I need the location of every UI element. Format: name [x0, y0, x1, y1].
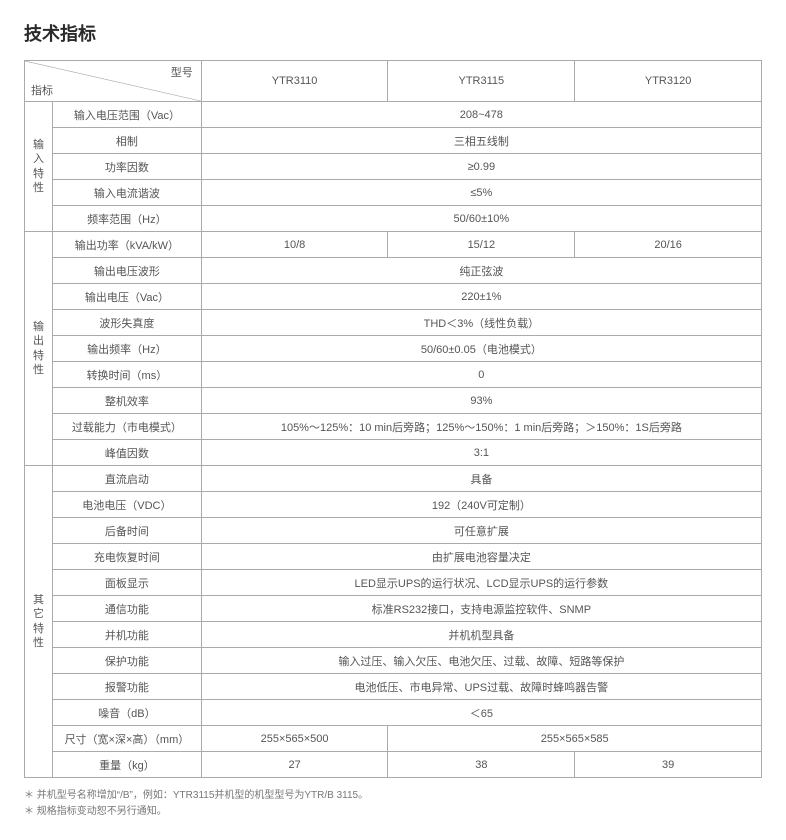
table-value: ≤5%	[201, 180, 761, 206]
footnote-2: ＊ 规格指标变动恕不另行通知。	[24, 804, 762, 820]
table-value: 20/16	[575, 232, 762, 258]
param-label: 后备时间	[53, 518, 202, 544]
table-value: 192（240V可定制）	[201, 492, 761, 518]
table-value: 电池低压、市电异常、UPS过载、故障时蜂鸣器告警	[201, 674, 761, 700]
table-value: 三相五线制	[201, 128, 761, 154]
table-value: 208~478	[201, 102, 761, 128]
param-label: 并机功能	[53, 622, 202, 648]
param-label: 噪音（dB）	[53, 700, 202, 726]
param-label: 充电恢复时间	[53, 544, 202, 570]
table-value: 由扩展电池容量决定	[201, 544, 761, 570]
table-value: 输入过压、输入欠压、电池欠压、过载、故障、短路等保护	[201, 648, 761, 674]
table-value: 39	[575, 752, 762, 778]
param-label: 输入电压范围（Vac）	[53, 102, 202, 128]
param-label: 波形失真度	[53, 310, 202, 336]
table-value: 纯正弦波	[201, 258, 761, 284]
param-label: 直流启动	[53, 466, 202, 492]
table-value: 220±1%	[201, 284, 761, 310]
table-value: 255×565×500	[201, 726, 388, 752]
table-value: 10/8	[201, 232, 388, 258]
header-diag-cell: 型号指标	[25, 61, 202, 102]
group-label-1: 输出特性	[25, 232, 53, 466]
param-label: 电池电压（VDC）	[53, 492, 202, 518]
param-label: 重量（kg）	[53, 752, 202, 778]
param-label: 输出电压波形	[53, 258, 202, 284]
param-label: 过载能力（市电模式）	[53, 414, 202, 440]
footnotes: ＊ 并机型号名称增加“/B”，例如：YTR3115并机型的机型型号为YTR/B …	[24, 788, 762, 820]
param-label: 频率范围（Hz）	[53, 206, 202, 232]
table-value: ≥0.99	[201, 154, 761, 180]
param-label: 输出功率（kVA/kW）	[53, 232, 202, 258]
param-label: 通信功能	[53, 596, 202, 622]
page-title: 技术指标	[24, 20, 762, 46]
table-value: ＜65	[201, 700, 761, 726]
table-value: 具备	[201, 466, 761, 492]
model-col-0: YTR3110	[201, 61, 388, 102]
table-value: 38	[388, 752, 575, 778]
group-label-2: 其它特性	[25, 466, 53, 778]
table-value: 27	[201, 752, 388, 778]
table-value: 3:1	[201, 440, 761, 466]
footnote-1: ＊ 并机型号名称增加“/B”，例如：YTR3115并机型的机型型号为YTR/B …	[24, 788, 762, 804]
param-label: 相制	[53, 128, 202, 154]
model-col-1: YTR3115	[388, 61, 575, 102]
table-value: LED显示UPS的运行状况、LCD显示UPS的运行参数	[201, 570, 761, 596]
table-value: 50/60±10%	[201, 206, 761, 232]
param-label: 转换时间（ms）	[53, 362, 202, 388]
table-value: 标准RS232接口，支持电源监控软件、SNMP	[201, 596, 761, 622]
table-value: 15/12	[388, 232, 575, 258]
header-index-label: 指标	[31, 82, 53, 98]
header-model-label: 型号	[171, 64, 193, 80]
param-label: 保护功能	[53, 648, 202, 674]
table-value: 105%～125%：10 min后旁路；125%～150%：1 min后旁路；＞…	[201, 414, 761, 440]
group-label-0: 输入特性	[25, 102, 53, 232]
table-value: 255×565×585	[388, 726, 762, 752]
spec-table: 型号指标YTR3110YTR3115YTR3120输入特性输入电压范围（Vac）…	[24, 60, 762, 778]
param-label: 输出频率（Hz）	[53, 336, 202, 362]
model-col-2: YTR3120	[575, 61, 762, 102]
param-label: 整机效率	[53, 388, 202, 414]
table-value: THD＜3%（线性负载）	[201, 310, 761, 336]
param-label: 输入电流谐波	[53, 180, 202, 206]
param-label: 功率因数	[53, 154, 202, 180]
param-label: 面板显示	[53, 570, 202, 596]
param-label: 报警功能	[53, 674, 202, 700]
table-value: 50/60±0.05（电池模式）	[201, 336, 761, 362]
table-value: 93%	[201, 388, 761, 414]
table-value: 并机机型具备	[201, 622, 761, 648]
param-label: 输出电压（Vac）	[53, 284, 202, 310]
param-label: 尺寸（宽×深×高）（mm）	[53, 726, 202, 752]
table-value: 可任意扩展	[201, 518, 761, 544]
table-value: 0	[201, 362, 761, 388]
param-label: 峰值因数	[53, 440, 202, 466]
